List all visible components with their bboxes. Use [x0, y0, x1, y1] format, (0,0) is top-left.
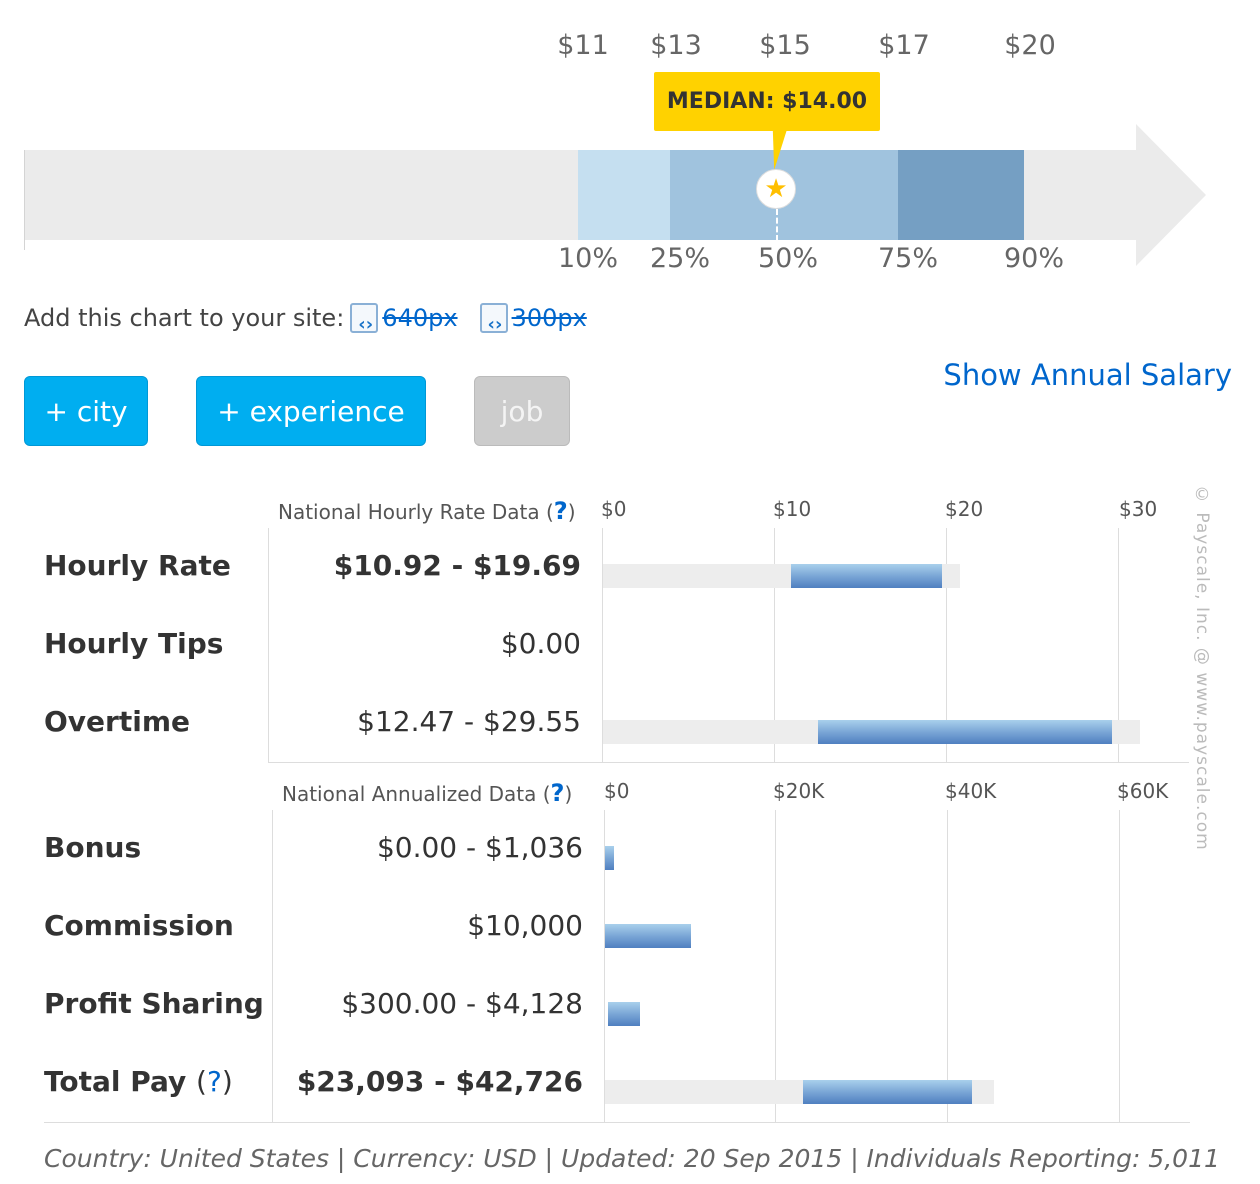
percentile-label: 50% — [757, 243, 819, 274]
annual-section-title: National Annualized Data (?) — [282, 779, 572, 807]
annual-table-bottom-border — [44, 1122, 1190, 1123]
embed-640-label: 640px — [382, 304, 458, 332]
bonus-label: Bonus — [44, 831, 142, 864]
price-tick: $20 — [1004, 30, 1056, 61]
code-embed-icon — [350, 303, 379, 335]
hourly-grid-line — [946, 528, 947, 762]
annual-section-title-close: ) — [564, 782, 573, 806]
bonus-bar — [605, 846, 614, 870]
annual-axis-tick: $20K — [773, 779, 825, 803]
hourly-axis-tick: $30 — [1119, 497, 1158, 521]
total-pay-value: $23,093 - $42,726 — [296, 1065, 583, 1098]
add-city-button[interactable]: + city — [24, 376, 148, 446]
hourly-section-title-text: National Hourly Rate Data ( — [278, 500, 554, 524]
hourly-rate-bar — [790, 564, 942, 588]
annual-section-title-text: National Annualized Data ( — [282, 782, 551, 806]
add-experience-button[interactable]: + experience — [196, 376, 426, 446]
embed-300-link[interactable]: 300px — [479, 303, 587, 335]
price-tick: $11 — [557, 30, 609, 61]
footer-info: Country: United States | Currency: USD |… — [44, 1144, 1220, 1173]
band-10-25 — [578, 150, 670, 240]
hourly-section-title-close: ) — [567, 500, 576, 524]
price-tick: $13 — [650, 30, 702, 61]
percentile-label: 90% — [1003, 243, 1065, 274]
total-pay-help: (?) — [196, 1065, 233, 1098]
percentile-arrow — [24, 124, 1206, 266]
percentile-label: 10% — [557, 243, 619, 274]
hourly-grid-line — [774, 528, 775, 762]
payscale-watermark: © Payscale, Inc. @ www.payscale.com — [1192, 485, 1212, 851]
help-icon[interactable]: ? — [206, 1065, 222, 1098]
star-icon: ★ — [756, 169, 796, 209]
annual-grid-line — [775, 810, 776, 1122]
total-pay-bar — [803, 1080, 973, 1104]
total-pay-label: Total Pay (?) — [44, 1065, 233, 1098]
annual-grid-line — [947, 810, 948, 1122]
commission-bar — [605, 924, 691, 948]
hourly-grid-line — [602, 528, 603, 762]
hourly-rate-value: $10.92 - $19.69 — [333, 549, 581, 582]
percentile-label: 25% — [649, 243, 711, 274]
overtime-value: $12.47 - $29.55 — [357, 705, 581, 738]
profit-sharing-label: Profit Sharing — [44, 987, 264, 1020]
show-annual-salary-link[interactable]: Show Annual Salary — [943, 358, 1232, 392]
hourly-tips-label: Hourly Tips — [44, 627, 224, 660]
band-75-90 — [898, 150, 1024, 240]
hourly-rate-label: Hourly Rate — [44, 549, 231, 582]
hourly-axis-tick: $20 — [945, 497, 984, 521]
total-pay-label-text: Total Pay — [44, 1065, 187, 1098]
hourly-tips-value: $0.00 — [500, 627, 581, 660]
hourly-table-bottom-border — [268, 762, 1189, 763]
help-icon[interactable]: ? — [550, 779, 565, 807]
median-badge: MEDIAN: $14.00 — [654, 72, 880, 131]
embed-640-link[interactable]: 640px — [350, 303, 458, 335]
annual-grid-line — [604, 810, 605, 1122]
overtime-bar — [817, 720, 1112, 744]
hourly-axis-tick: $10 — [773, 497, 812, 521]
price-tick: $15 — [759, 30, 811, 61]
annual-grid-line — [1119, 810, 1120, 1122]
embed-300-label: 300px — [511, 304, 587, 332]
annual-table-left-border — [272, 810, 273, 1122]
median-marker-line — [776, 209, 778, 241]
hourly-grid-line — [1118, 528, 1119, 762]
bonus-value: $0.00 - $1,036 — [376, 831, 583, 864]
overtime-label: Overtime — [44, 705, 191, 738]
job-button[interactable]: job — [474, 376, 570, 446]
hourly-section-title: National Hourly Rate Data (?) — [278, 497, 576, 525]
commission-label: Commission — [44, 909, 234, 942]
embed-label: Add this chart to your site: — [24, 304, 345, 332]
price-tick: $17 — [878, 30, 930, 61]
annual-axis-tick: $40K — [945, 779, 997, 803]
profit-sharing-bar — [607, 1002, 641, 1026]
commission-value: $10,000 — [467, 909, 583, 942]
hourly-table-left-border — [268, 528, 269, 762]
profit-sharing-value: $300.00 - $4,128 — [341, 987, 583, 1020]
code-embed-icon — [479, 303, 508, 335]
embed-row: Add this chart to your site: 640px 300px — [24, 303, 587, 335]
hourly-axis-tick: $0 — [601, 497, 627, 521]
percentile-label: 75% — [877, 243, 939, 274]
annual-axis-tick: $60K — [1117, 779, 1169, 803]
help-icon[interactable]: ? — [553, 497, 568, 525]
annual-axis-tick: $0 — [604, 779, 630, 803]
